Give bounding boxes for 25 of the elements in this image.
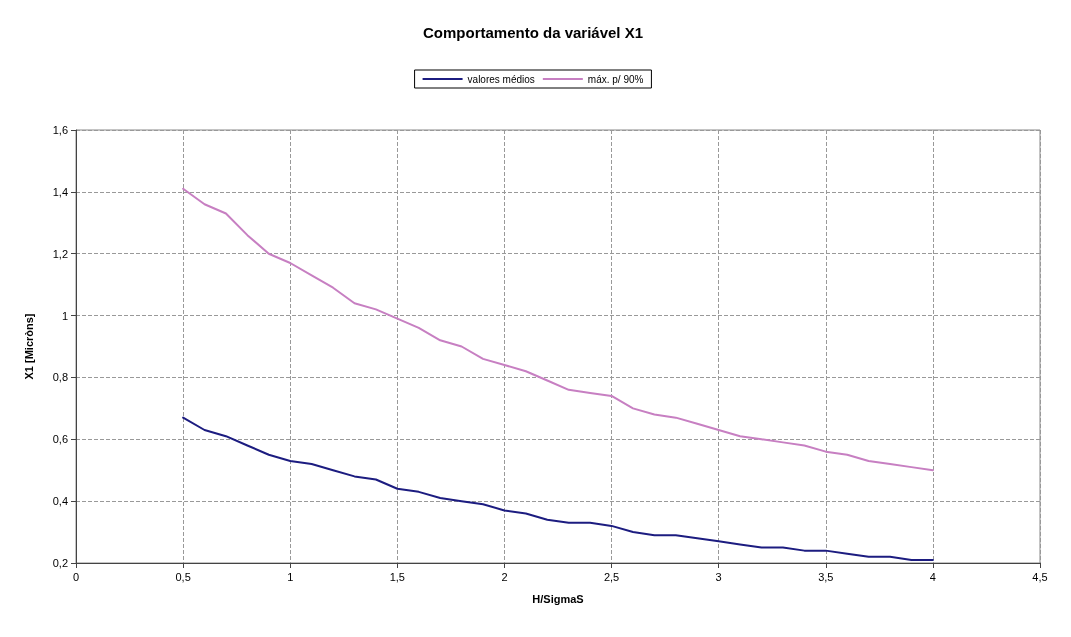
x-axis-title: H/SigmaS — [532, 592, 584, 605]
y-tick-label: 0,4 — [52, 495, 68, 508]
line-series — [182, 416, 934, 561]
x-tick-label: 1 — [287, 570, 294, 583]
x-tick-label: 2 — [501, 570, 508, 583]
x-tick-label: 1,5 — [389, 570, 405, 583]
x-tick-label: 4 — [929, 570, 936, 583]
y-tick-label: 1,2 — [52, 247, 68, 260]
x-tick-label: 0,5 — [175, 570, 191, 583]
y-tick-label: 1,6 — [52, 124, 68, 136]
line-series — [182, 187, 934, 472]
x-tick-label: 3,5 — [818, 570, 834, 583]
legend-label: máx. p/ 90% — [587, 73, 644, 85]
x-tick-label: 4,5 — [1032, 570, 1048, 583]
y-tick-label: 1,4 — [52, 185, 68, 198]
chart-title: Comportamento da variável X1 — [422, 24, 644, 41]
x-tick-label: 0 — [72, 570, 80, 583]
y-tick-label: 1 — [61, 309, 68, 322]
y-axis-title: X1 [Micròns] — [22, 313, 35, 380]
y-tick-label: 0,8 — [52, 371, 68, 384]
y-tick-label: 0,6 — [52, 433, 68, 446]
x-tick-label: 2,5 — [603, 570, 620, 583]
legend-label: valores médios — [467, 73, 535, 85]
y-tick-label: 0,2 — [52, 557, 68, 569]
x-tick-label: 3 — [715, 570, 722, 583]
